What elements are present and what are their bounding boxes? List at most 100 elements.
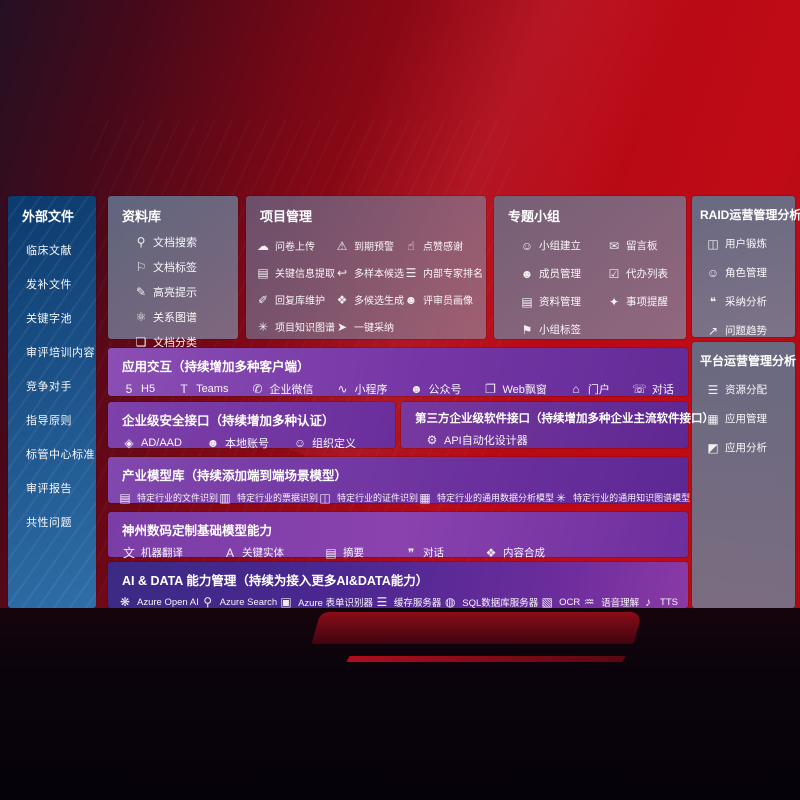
feature-item: ⚑ 小组标签 bbox=[520, 322, 581, 337]
platform-analysis-panel: 平台运营管理分析 ☰ 资源分配 ▦ 应用管理 ◩ 应用分析 bbox=[692, 342, 797, 608]
feature-item: ❖ 多候选生成 bbox=[335, 292, 404, 308]
feature-label: 内容合成 bbox=[503, 547, 545, 559]
feature-item: ☁ 问卷上传 bbox=[256, 238, 335, 254]
feature-label: 企业微信 bbox=[269, 384, 314, 396]
sidebar-item: 审评培训内容 bbox=[26, 347, 95, 359]
sidebar-item: 发补文件 bbox=[26, 279, 72, 291]
feature-label: 事项提醒 bbox=[626, 296, 668, 308]
feature-item: ☰ 内部专家排名 bbox=[404, 265, 483, 281]
feature-item: ☝ 点赞感谢 bbox=[404, 238, 483, 254]
sidebar-item: 竞争对手 bbox=[26, 381, 72, 393]
sidebar-item: 指导原则 bbox=[26, 415, 72, 427]
feature-item: ∿ 小程序 bbox=[335, 381, 387, 397]
local-account-icon: ☻ bbox=[206, 436, 220, 450]
feature-item: ⚲ 文档搜索 bbox=[134, 234, 238, 250]
relation-graph-icon: ⚛ bbox=[135, 310, 147, 324]
feature-item: ✉ 留言板 bbox=[607, 238, 668, 253]
topic-group-feature-grid: ☺ 小组建立 ✉ 留言板 ☻ 成员管理 ☑ 代办列表 ▤ 资料管理 ✦ 事项提醒 ⚑ 小组标签 bbox=[494, 225, 686, 337]
feature-item: ☻ 评审员画像 bbox=[404, 292, 483, 308]
project-feature-grid: ☁ 问卷上传 ⚠ 到期预警 ☝ 点赞感谢 ▤ 关键信息提取 ↩ 多样本候选 ☰ 内部专家排名 ✐ 回复库维… bbox=[246, 225, 486, 335]
topic-group-title: 专题小组 bbox=[508, 209, 561, 224]
feature-label: 回复库维护 bbox=[275, 296, 325, 307]
sidebar-item: 标管中心标准 bbox=[26, 449, 95, 461]
data-analysis-model-icon: ▦ bbox=[419, 490, 431, 505]
feature-item: ⚐ 文档标签 bbox=[134, 259, 238, 275]
library-feature-list: ⚲ 文档搜索 ⚐ 文档标签 ✎ 高亮提示 ⚛ 关系图谱 ❏ 文档分类 bbox=[108, 225, 238, 350]
platform-analysis-title: 平台运营管理分析 bbox=[700, 354, 797, 368]
feature-label: Azure 表单识别器 bbox=[298, 598, 374, 609]
miniprogram-icon: ∿ bbox=[337, 382, 348, 396]
ad-aad-icon: ◈ bbox=[124, 436, 134, 450]
reviewer-portrait-icon: ☻ bbox=[404, 292, 418, 307]
h5-icon: 5 bbox=[125, 382, 133, 396]
feature-item: ◍ SQL数据库服务器 bbox=[443, 595, 538, 609]
speech-understanding-icon: ♒ bbox=[583, 595, 595, 609]
library-panel: 资料库 ⚲ 文档搜索 ⚐ 文档标签 ✎ 高亮提示 ⚛ 关系图谱 ❏ 文档分类 bbox=[108, 196, 238, 349]
library-title: 资料库 bbox=[122, 209, 162, 224]
feature-label: 语音理解 bbox=[601, 598, 640, 609]
external-files-list: 临床文献 发补文件 关键字池 审评培训内容 竞争对手 指导原则 标管中心标准 审评报告 共性问题 bbox=[8, 225, 96, 530]
feature-label: 角色管理 bbox=[725, 267, 767, 279]
user-training-icon: ◫ bbox=[707, 236, 719, 251]
feature-label: 高亮提示 bbox=[153, 287, 197, 299]
feature-label: 摘要 bbox=[343, 547, 364, 559]
feature-item: ↗ 问题趋势 bbox=[706, 323, 795, 338]
feature-label: TTS bbox=[660, 596, 678, 608]
feature-label: 文档标签 bbox=[153, 262, 197, 274]
feature-label: 问卷上传 bbox=[275, 242, 315, 253]
base-model-items: 文机器翻译 A 关键实体 ▤ 摘要 ❞ 对话 ❖ 内容合成 bbox=[108, 539, 688, 560]
topic-group-panel: 专题小组 ☺ 小组建立 ✉ 留言板 ☻ 成员管理 ☑ 代办列表 ▤ 资料管理 ✦ 事项提醒 ⚑ 小组标签 bbox=[494, 196, 686, 339]
feature-item: ⚠ 到期预警 bbox=[335, 238, 404, 254]
feature-item: ▦ 应用管理 bbox=[706, 411, 795, 426]
feature-label: 内部专家排名 bbox=[423, 269, 483, 280]
feature-item: ☰ 资源分配 bbox=[706, 382, 795, 397]
thumbs-up-icon: ☝ bbox=[407, 238, 415, 253]
sidebar-item: 关键字池 bbox=[26, 313, 72, 325]
industry-model-items: ▤ 特定行业的文件识别 ▥ 特定行业的票据识别 ◫ 特定行业的证件识别 ▦ 特定行业的通用数据… bbox=[108, 484, 690, 505]
raid-analysis-panel: RAID运营管理分析 ◫ 用户锻炼 ☺ 角色管理 ❝ 采纳分析 ↗ 问题趋势 bbox=[692, 196, 800, 338]
feature-label: 机器翻译 bbox=[141, 547, 183, 559]
feature-label: 对话 bbox=[651, 384, 674, 396]
feature-item: ❏ 文档分类 bbox=[134, 334, 238, 350]
teams-icon: T bbox=[180, 382, 188, 396]
project-knowledge-graph-icon: ✳ bbox=[257, 319, 269, 334]
third-party-interface-items: ⚙ API自动化设计器 bbox=[401, 426, 688, 448]
group-tag-icon: ⚑ bbox=[521, 322, 533, 337]
feature-item: ☻ 成员管理 bbox=[520, 266, 581, 281]
feature-label: 特定行业的票据识别 bbox=[237, 493, 319, 503]
feature-item: ➤ 一键采纳 bbox=[335, 319, 404, 335]
feature-label: 资源分配 bbox=[725, 384, 767, 396]
feature-label: OCR bbox=[559, 596, 581, 608]
feature-label: 到期预警 bbox=[354, 242, 394, 253]
feature-label: 多样本候选 bbox=[354, 269, 404, 280]
file-recognition-icon: ▤ bbox=[119, 490, 131, 505]
feature-item: ❝ 采纳分析 bbox=[706, 294, 795, 309]
member-manage-icon: ☻ bbox=[520, 266, 534, 281]
feature-label: 用户锻炼 bbox=[725, 238, 767, 250]
app-interaction-title: 应用交互（持续增加多种客户端） bbox=[122, 360, 310, 374]
sidebar-item: 临床文献 bbox=[26, 245, 72, 257]
feature-item: ▤ 关键信息提取 bbox=[256, 265, 335, 281]
adoption-analysis-icon: ❝ bbox=[709, 294, 717, 309]
feature-item: 5 H5 bbox=[122, 383, 155, 395]
feature-label: 缓存服务器 bbox=[393, 598, 442, 609]
feature-item: ☻ 本地账号 bbox=[206, 435, 269, 451]
feature-label: 代办列表 bbox=[626, 268, 668, 280]
feature-label: 特定行业的文件识别 bbox=[137, 493, 219, 503]
third-party-interface-row: 第三方企业级软件接口（持续增加多种企业主流软件接口） ⚙ API自动化设计器 bbox=[401, 402, 714, 448]
material-manage-icon: ▤ bbox=[521, 294, 533, 309]
feature-item: ♪ TTS bbox=[641, 596, 678, 608]
app-interaction-items: 5 H5 T Teams ✆ 企业微信 ∿ 小程序 ☻ 公众号 ❐ Web飘窗 ⌂ 门户 ☏ 对话 bbox=[108, 375, 688, 397]
security-interface-title: 企业级安全接口（持续增加多种认证） bbox=[122, 414, 335, 428]
dialog-icon: ❞ bbox=[407, 545, 415, 560]
wecom-icon: ✆ bbox=[252, 382, 263, 396]
third-party-interface-title: 第三方企业级软件接口（持续增加多种企业主流软件接口） bbox=[415, 413, 714, 425]
official-account-icon: ☻ bbox=[410, 382, 423, 396]
feature-label: API自动化设计器 bbox=[444, 435, 528, 447]
feature-item: ♒ 语音理解 bbox=[582, 595, 639, 609]
feature-item: ☺ 组织定义 bbox=[293, 435, 356, 451]
feature-label: Azure Open AI bbox=[137, 596, 199, 608]
feature-label: 小组建立 bbox=[539, 240, 581, 252]
feature-item: ✳ 项目知识图谱 bbox=[256, 319, 335, 335]
security-interface-items: ◈ AD/AAD ☻ 本地账号 ☺ 组织定义 bbox=[108, 429, 395, 451]
